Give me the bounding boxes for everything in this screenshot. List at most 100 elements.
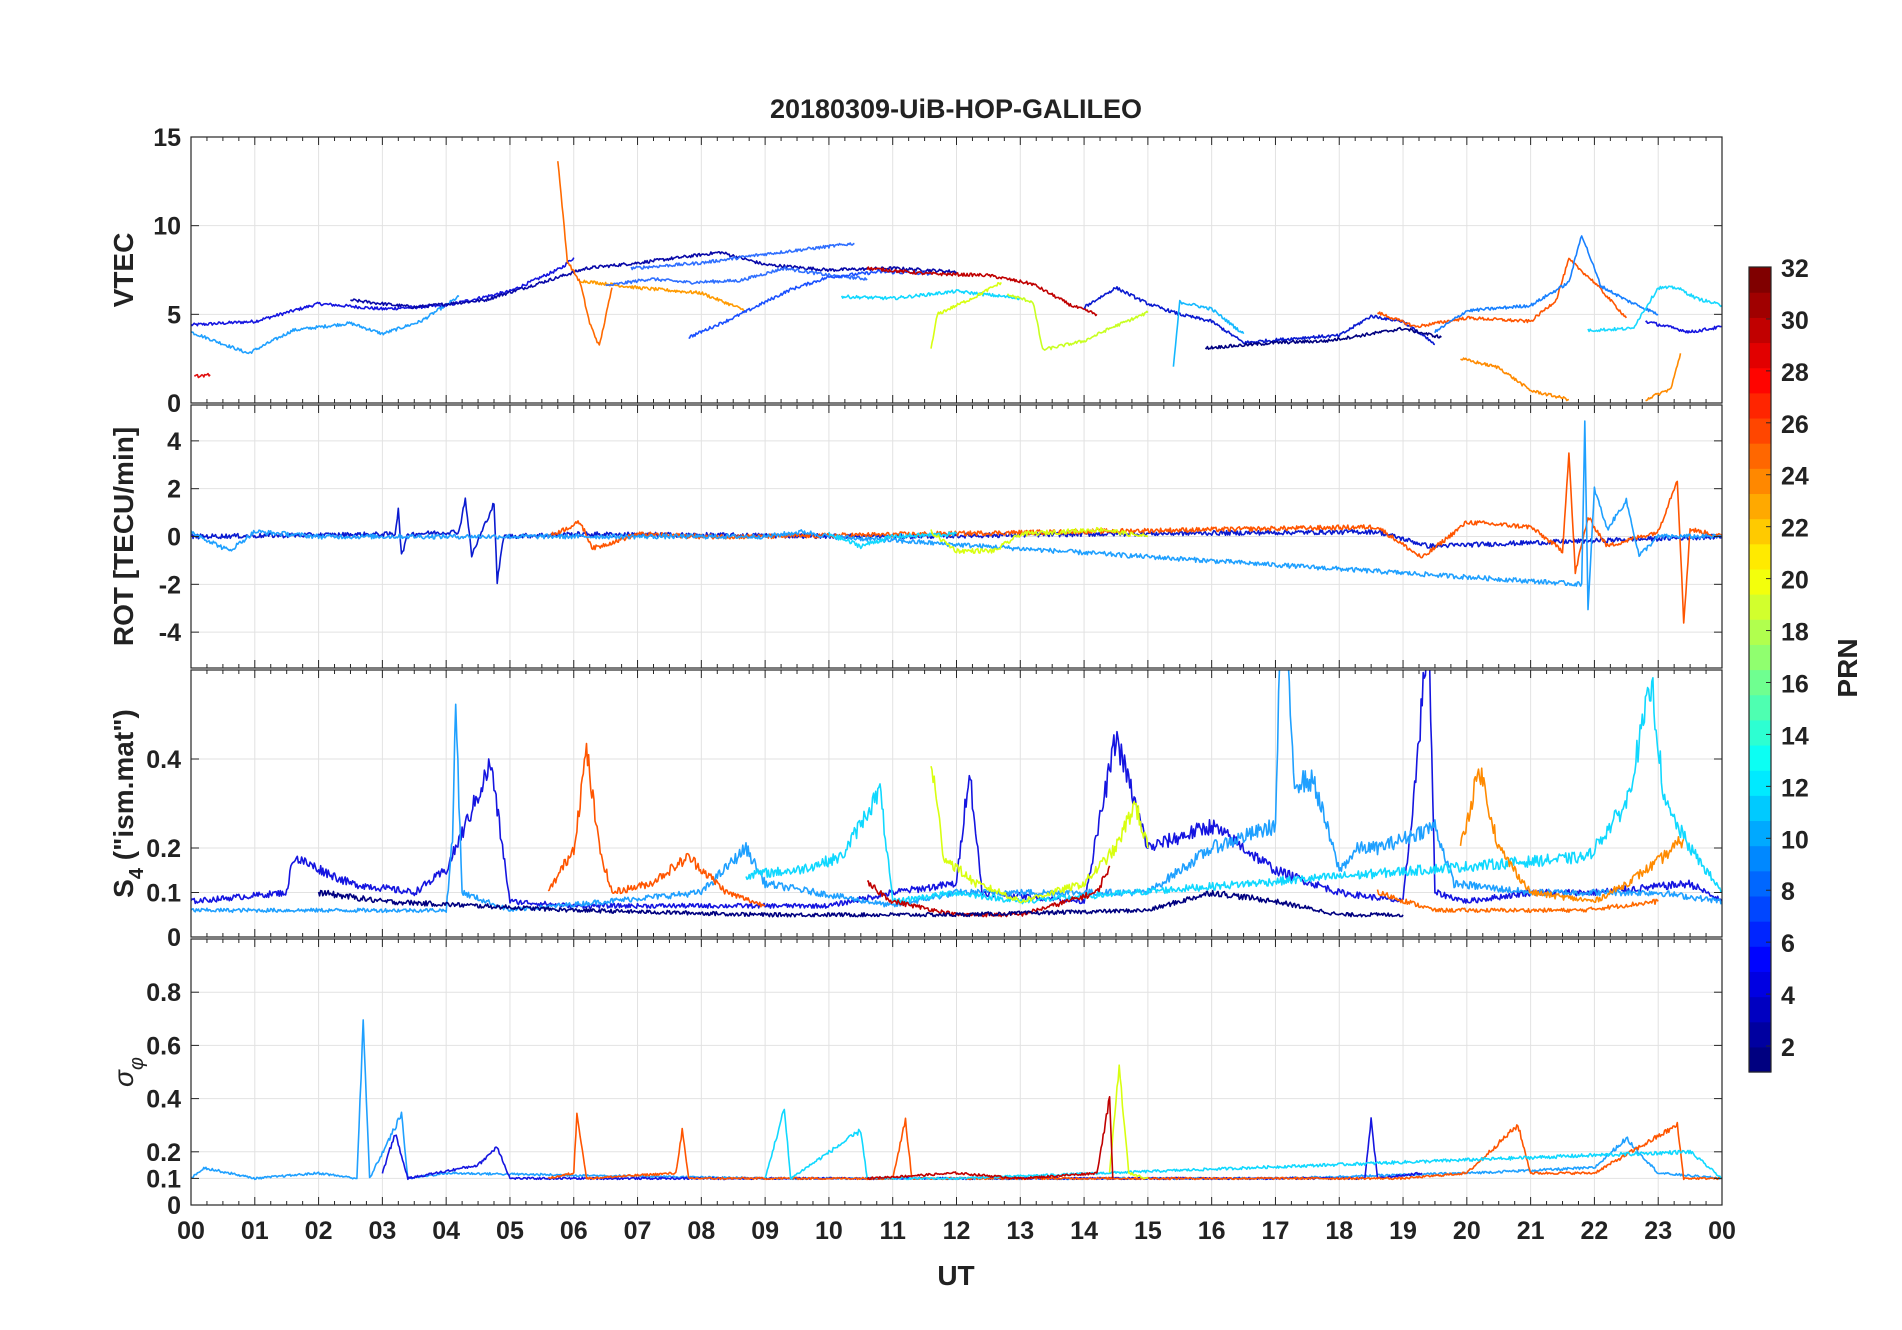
colorbar-tick-label: 6 (1781, 930, 1795, 958)
x-tick-label: 16 (1198, 1217, 1226, 1245)
x-tick-label: 08 (687, 1217, 715, 1245)
panel-2: -4 -2 0 2 4 ROT [TECU/min] (108, 404, 1723, 669)
y-tick-label: 15 (153, 124, 181, 152)
x-tick-label: 11 (879, 1217, 906, 1245)
series-prn-25 (547, 1112, 1722, 1181)
series-prn-3 (191, 257, 575, 327)
colorbar-segment (1749, 367, 1771, 394)
y-tick-label: 0.8 (146, 979, 181, 1007)
colorbar-tick-label: 2 (1781, 1034, 1795, 1062)
y-tick-label: 0 (167, 1192, 181, 1220)
x-tick-label: 10 (815, 1217, 843, 1245)
series-prn-14 (764, 1108, 1722, 1181)
x-tick-label: 04 (432, 1217, 460, 1245)
y-tick-label: 0.1 (146, 1165, 181, 1193)
x-tick-label: 15 (1134, 1217, 1162, 1245)
series-prn-9 (605, 266, 868, 287)
series-prn-10 (191, 670, 1722, 914)
y-tick-label: 0 (167, 390, 181, 418)
x-tick-label: 22 (1581, 1217, 1609, 1245)
series-prn-2 (349, 251, 958, 310)
colorbar-segment (1749, 619, 1771, 645)
colorbar-tick-label: 10 (1781, 826, 1809, 854)
series-group (191, 670, 1722, 918)
panel-3: 0 0.1 0.2 0.4S4 ("ism.mat") (108, 669, 1723, 952)
x-tick-label: 02 (305, 1217, 333, 1245)
x-tick-label: 14 (1070, 1217, 1098, 1245)
colorbar-segment (1749, 719, 1771, 746)
x-tick-label: 00 (1708, 1217, 1736, 1245)
series-prn-8 (1434, 235, 1659, 334)
colorbar-tick-label: 4 (1781, 982, 1795, 1010)
series-prn-13 (1587, 285, 1722, 333)
x-tick-label: 12 (943, 1217, 971, 1245)
y-tick-label: 0.4 (146, 746, 181, 774)
series-prn-3 (381, 1117, 1423, 1181)
x-tick-label: 01 (241, 1217, 269, 1245)
colorbar-segment (1749, 694, 1771, 721)
series-prn-30 (866, 1096, 1114, 1181)
series-prn-20 (930, 281, 1002, 349)
colorbar-segment (1749, 996, 1771, 1023)
colorbar-segment (1749, 744, 1771, 771)
colorbar-segment (1749, 870, 1771, 897)
colorbar-segment (1749, 669, 1771, 696)
series-prn-24 (557, 161, 613, 346)
colorbar-segment (1749, 493, 1771, 520)
colorbar-segment (1749, 392, 1771, 419)
y-tick-label: 4 (167, 428, 181, 456)
series-group (191, 161, 1722, 402)
x-tick-label: 07 (624, 1217, 652, 1245)
colorbar-segment (1749, 443, 1771, 469)
series-group (191, 420, 1722, 624)
colorbar-segment (1749, 795, 1771, 822)
colorbar-segment (1749, 317, 1771, 344)
x-tick-label: 19 (1389, 1217, 1417, 1245)
series-prn-28 (194, 372, 211, 379)
series-prn-14 (840, 288, 1021, 301)
series-prn-10 (191, 420, 1722, 611)
colorbar-tick-label: 18 (1781, 619, 1809, 647)
x-tick-label: 17 (1262, 1217, 1290, 1245)
x-tick-label: 03 (368, 1217, 396, 1245)
colorbar-tick-label: 8 (1781, 878, 1795, 906)
x-tick-label: 21 (1517, 1217, 1545, 1245)
x-tick-label: 18 (1325, 1217, 1353, 1245)
y-axis-label: ROT [TECU/min] (108, 427, 139, 646)
colorbar-segment (1749, 468, 1771, 495)
y-tick-label: 0.4 (146, 1086, 181, 1114)
colorbar-tick-label: 32 (1781, 255, 1809, 283)
series-prn-25 (547, 742, 766, 908)
colorbar-tick-label: 22 (1781, 515, 1809, 543)
colorbar-segment (1749, 921, 1771, 947)
series-prn-22 (579, 279, 747, 313)
series-prn-20 (1108, 1064, 1149, 1180)
colorbar-segment (1749, 971, 1771, 998)
series-prn-1 (317, 889, 1404, 918)
y-tick-label: 0.6 (146, 1032, 181, 1060)
colorbar-segment (1749, 543, 1771, 570)
x-tick-label: 00 (177, 1217, 205, 1245)
colorbar-segment (1749, 267, 1771, 293)
y-tick-label: 0.2 (146, 835, 181, 863)
colorbar-segment (1749, 342, 1771, 369)
colorbar-segment (1749, 770, 1771, 796)
x-tick-label: 13 (1006, 1217, 1034, 1245)
colorbar-segment (1749, 1046, 1771, 1073)
y-tick-label: 2 (167, 476, 181, 504)
colorbar-tick-label: 28 (1781, 359, 1809, 387)
colorbar-tick-label: 20 (1781, 567, 1809, 595)
y-tick-label: 0.2 (146, 1139, 181, 1167)
x-tick-label: 20 (1453, 1217, 1481, 1245)
colorbar-tick-label: 16 (1781, 670, 1809, 698)
series-group (191, 1019, 1722, 1181)
series-prn-23 (1460, 357, 1570, 402)
y-axis-label: S4 ("ism.mat") (108, 709, 148, 898)
y-tick-label: 5 (167, 301, 181, 329)
series-prn-19 (1006, 293, 1149, 351)
colorbar-segment (1749, 417, 1771, 444)
colorbar-segment (1749, 946, 1771, 972)
